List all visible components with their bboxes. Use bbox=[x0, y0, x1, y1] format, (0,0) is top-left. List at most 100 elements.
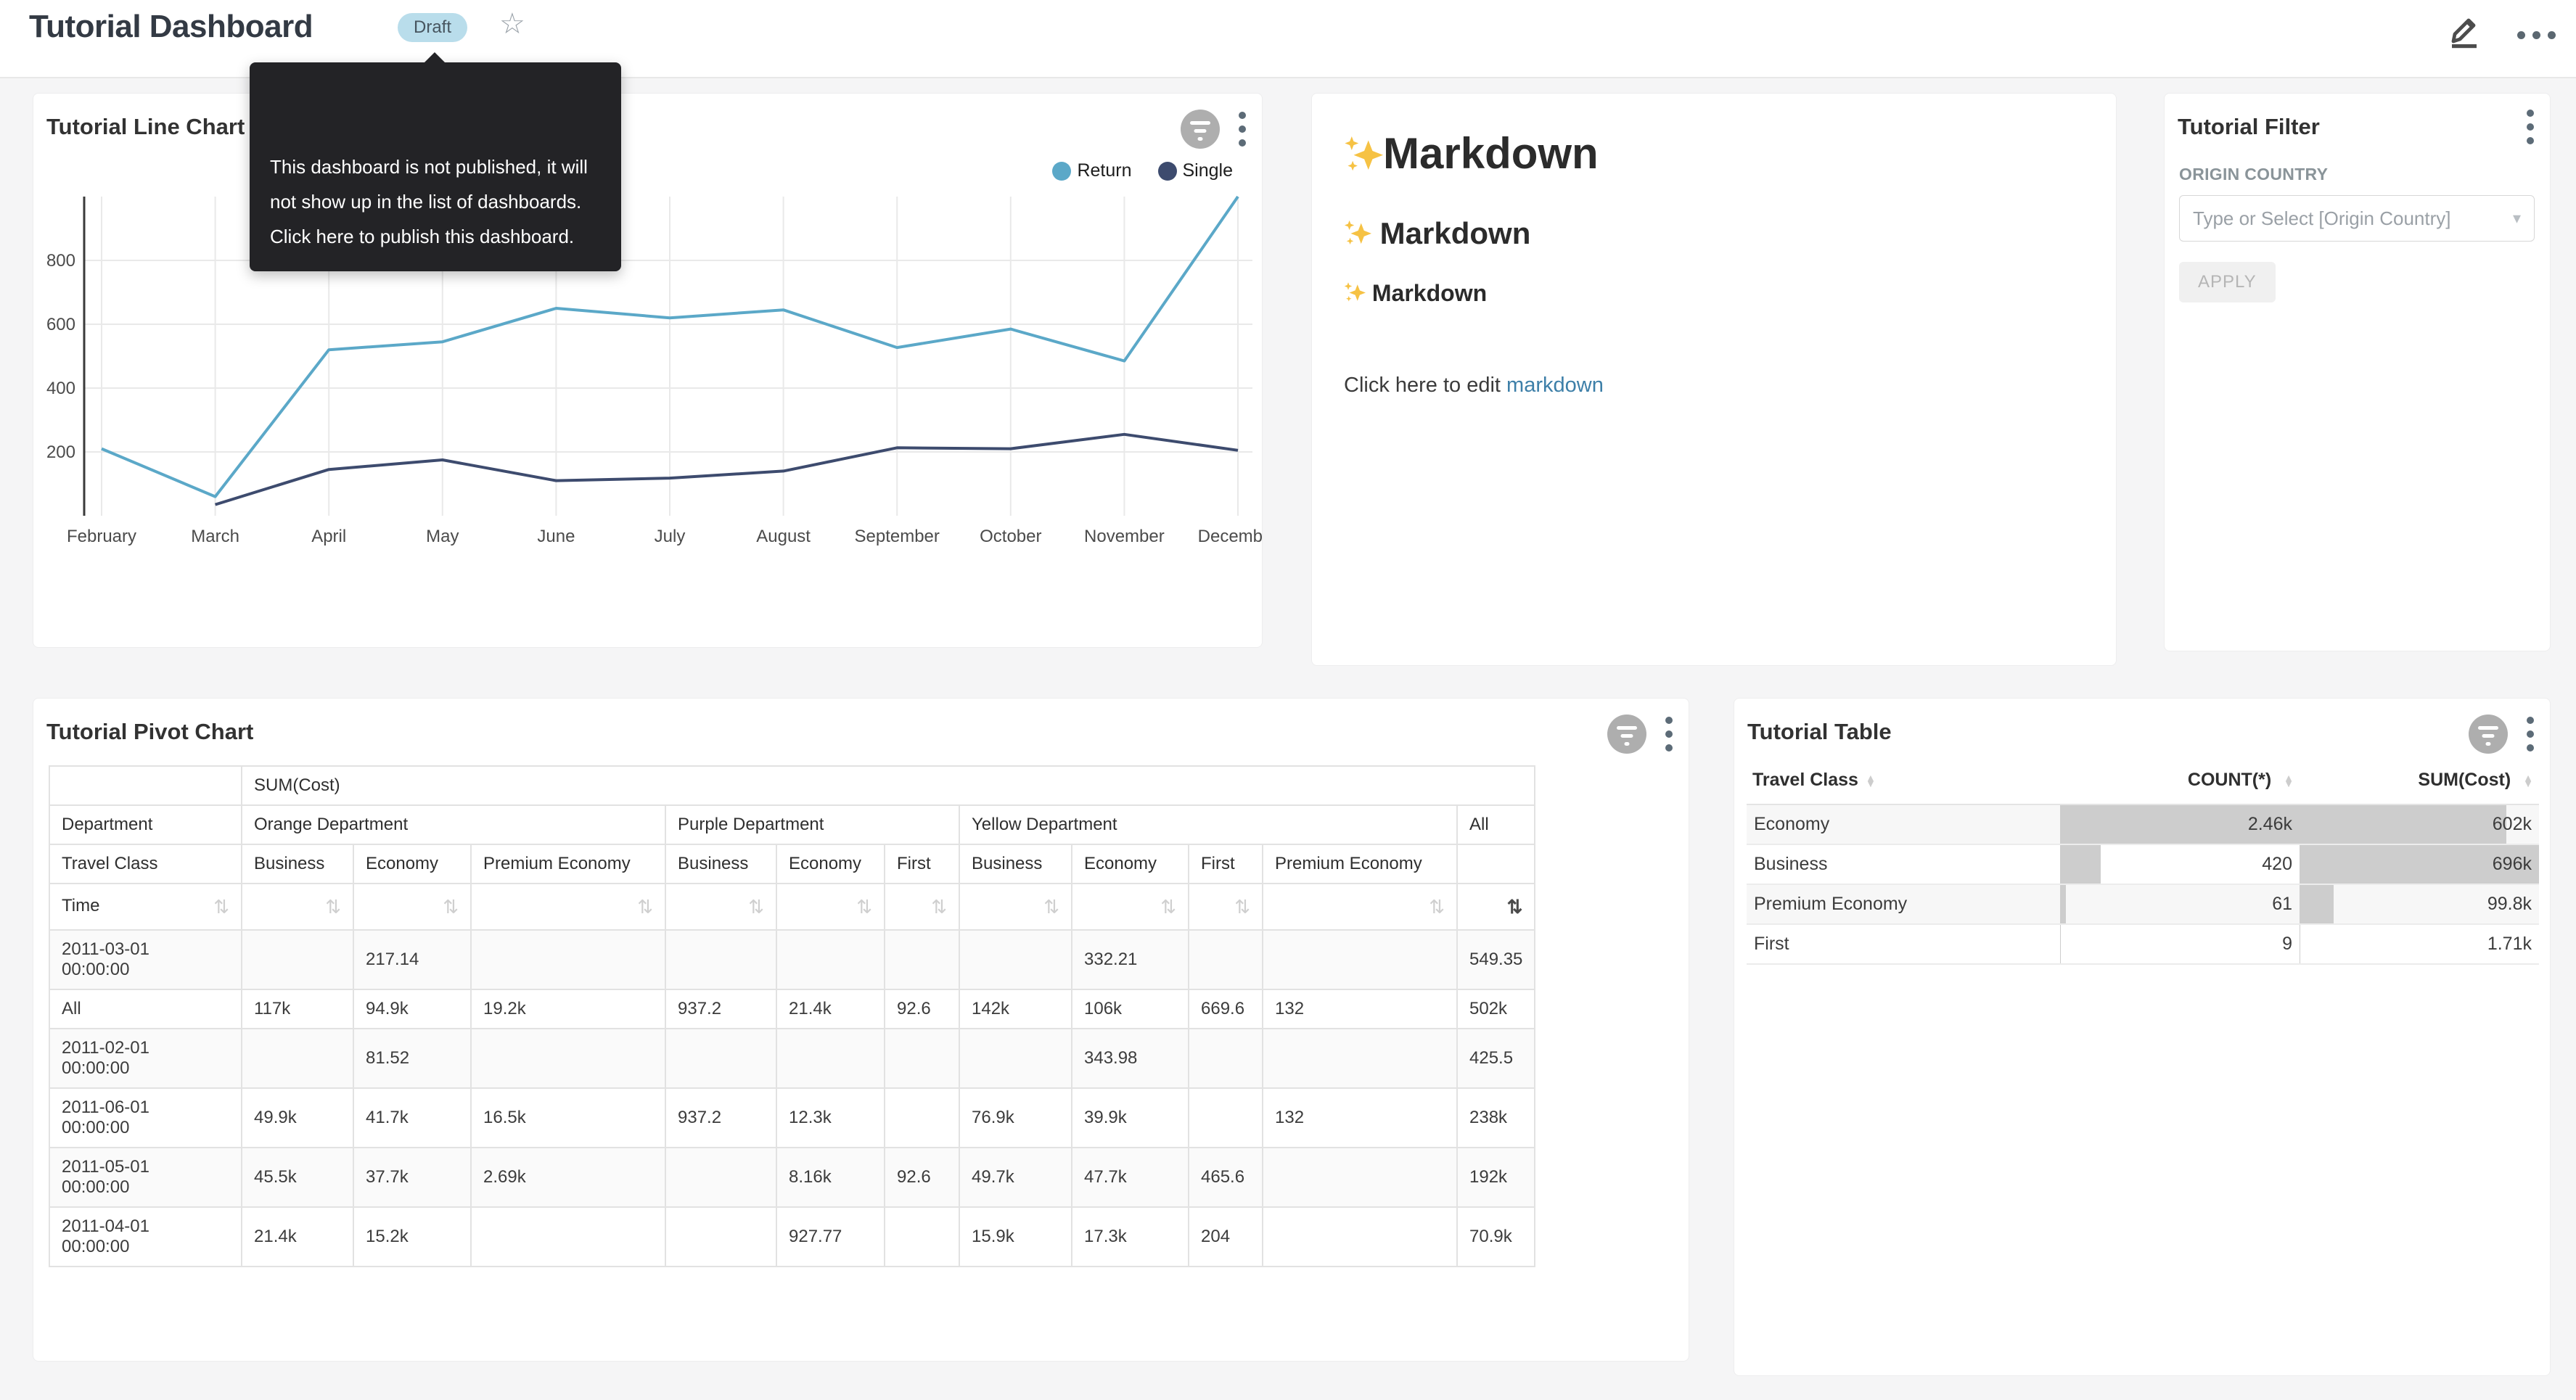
pivot-value-cell[interactable]: 41.7k bbox=[353, 1088, 471, 1148]
pivot-value-cell[interactable]: 12.3k bbox=[776, 1088, 885, 1148]
line-chart-plot[interactable]: 200 400 600 800FebruaryMarchAprilMayJune… bbox=[33, 181, 1262, 647]
pivot-all-cell[interactable]: 238k bbox=[1457, 1088, 1535, 1148]
apply-button[interactable]: APPLY bbox=[2179, 262, 2276, 302]
pivot-value-cell[interactable] bbox=[471, 1029, 665, 1088]
pivot-time-cell[interactable]: All bbox=[49, 989, 242, 1029]
pivot-value-cell[interactable] bbox=[665, 930, 776, 989]
cross-filter-icon[interactable] bbox=[2469, 715, 2508, 754]
pivot-value-cell[interactable]: 117k bbox=[242, 989, 353, 1029]
pivot-value-cell[interactable]: 16.5k bbox=[471, 1088, 665, 1148]
col-sum[interactable]: SUM(Cost) ▲▼ bbox=[2300, 759, 2539, 804]
sort-icon[interactable]: ⇅ bbox=[1429, 896, 1445, 918]
pivot-value-cell[interactable] bbox=[1263, 1029, 1457, 1088]
publish-tooltip[interactable]: This dashboard is not published, it will… bbox=[250, 62, 621, 271]
sort-icon[interactable]: ⇅ bbox=[443, 896, 459, 918]
pivot-value-cell[interactable]: 937.2 bbox=[665, 989, 776, 1029]
pivot-value-cell[interactable]: 8.16k bbox=[776, 1148, 885, 1207]
pivot-value-cell[interactable]: 106k bbox=[1072, 989, 1189, 1029]
pivot-time-cell[interactable]: 2011-02-01 00:00:00 bbox=[49, 1029, 242, 1088]
chart-menu-icon[interactable] bbox=[1239, 112, 1246, 147]
pivot-value-cell[interactable]: 49.9k bbox=[242, 1088, 353, 1148]
sort-icon[interactable]: ▲▼ bbox=[2523, 775, 2533, 787]
pivot-value-cell[interactable]: 19.2k bbox=[471, 989, 665, 1029]
pivot-value-cell[interactable] bbox=[1263, 930, 1457, 989]
pivot-value-cell[interactable]: 204 bbox=[1189, 1207, 1263, 1267]
pivot-time-cell[interactable]: 2011-06-01 00:00:00 bbox=[49, 1088, 242, 1148]
pivot-value-cell[interactable] bbox=[242, 930, 353, 989]
pivot-value-cell[interactable] bbox=[885, 930, 959, 989]
pivot-all-cell[interactable]: 425.5 bbox=[1457, 1029, 1535, 1088]
pivot-value-cell[interactable]: 937.2 bbox=[665, 1088, 776, 1148]
pivot-value-cell[interactable]: 49.7k bbox=[959, 1148, 1072, 1207]
pivot-value-cell[interactable]: 465.6 bbox=[1189, 1148, 1263, 1207]
pivot-time-cell[interactable]: 2011-05-01 00:00:00 bbox=[49, 1148, 242, 1207]
pivot-time-cell[interactable]: 2011-04-01 00:00:00 bbox=[49, 1207, 242, 1267]
pivot-value-cell[interactable] bbox=[1263, 1207, 1457, 1267]
pivot-value-cell[interactable]: 132 bbox=[1263, 1088, 1457, 1148]
edit-markdown-link[interactable]: markdown bbox=[1506, 374, 1604, 397]
pivot-value-cell[interactable]: 132 bbox=[1263, 989, 1457, 1029]
pivot-all-cell[interactable]: 70.9k bbox=[1457, 1207, 1535, 1267]
pivot-value-cell[interactable] bbox=[471, 930, 665, 989]
pivot-all-cell[interactable]: 502k bbox=[1457, 989, 1535, 1029]
cross-filter-icon[interactable] bbox=[1181, 110, 1220, 149]
sort-icon[interactable]: ⇅ bbox=[1043, 896, 1059, 918]
more-actions-icon[interactable] bbox=[2517, 21, 2556, 39]
pivot-value-cell[interactable]: 332.21 bbox=[1072, 930, 1189, 989]
sort-icon[interactable]: ⇅ bbox=[213, 896, 229, 918]
pivot-value-cell[interactable] bbox=[1189, 930, 1263, 989]
pivot-value-cell[interactable]: 94.9k bbox=[353, 989, 471, 1029]
pivot-value-cell[interactable]: 21.4k bbox=[242, 1207, 353, 1267]
pivot-value-cell[interactable]: 669.6 bbox=[1189, 989, 1263, 1029]
chart-menu-icon[interactable] bbox=[1665, 717, 1673, 752]
pivot-all-cell[interactable]: 549.35 bbox=[1457, 930, 1535, 989]
cross-filter-icon[interactable] bbox=[1607, 715, 1646, 754]
legend-item-return[interactable]: Return bbox=[1052, 160, 1131, 181]
time-header[interactable]: Time ⇅ bbox=[49, 884, 242, 930]
sort-icon[interactable]: ⇅ bbox=[748, 896, 764, 918]
chart-menu-icon[interactable] bbox=[2527, 110, 2534, 144]
sort-icon[interactable]: ⇅ bbox=[931, 896, 947, 918]
pivot-value-cell[interactable] bbox=[242, 1029, 353, 1088]
chart-menu-icon[interactable] bbox=[2527, 717, 2534, 752]
pivot-value-cell[interactable]: 21.4k bbox=[776, 989, 885, 1029]
pivot-value-cell[interactable]: 927.77 bbox=[776, 1207, 885, 1267]
series-single-line[interactable] bbox=[216, 435, 1238, 505]
pivot-value-cell[interactable]: 92.6 bbox=[885, 989, 959, 1029]
pivot-value-cell[interactable] bbox=[885, 1029, 959, 1088]
pivot-value-cell[interactable]: 217.14 bbox=[353, 930, 471, 989]
sort-icon[interactable]: ▲▼ bbox=[1866, 775, 1876, 787]
pivot-value-cell[interactable] bbox=[1189, 1088, 1263, 1148]
legend-item-single[interactable]: Single bbox=[1158, 160, 1234, 181]
sort-icon[interactable]: ▲▼ bbox=[2284, 775, 2294, 787]
pivot-value-cell[interactable]: 17.3k bbox=[1072, 1207, 1189, 1267]
pivot-value-cell[interactable] bbox=[471, 1207, 665, 1267]
pivot-value-cell[interactable]: 45.5k bbox=[242, 1148, 353, 1207]
pivot-value-cell[interactable] bbox=[885, 1088, 959, 1148]
pivot-value-cell[interactable]: 15.2k bbox=[353, 1207, 471, 1267]
sort-icon[interactable]: ⇅ bbox=[1234, 896, 1250, 918]
pivot-value-cell[interactable] bbox=[776, 1029, 885, 1088]
pivot-value-cell[interactable]: 47.7k bbox=[1072, 1148, 1189, 1207]
pivot-value-cell[interactable]: 39.9k bbox=[1072, 1088, 1189, 1148]
table-row[interactable]: Economy 2.46k 602k bbox=[1747, 804, 2539, 844]
pivot-value-cell[interactable] bbox=[959, 1029, 1072, 1088]
favorite-star-icon[interactable]: ☆ bbox=[499, 7, 525, 41]
sort-icon[interactable]: ⇅ bbox=[325, 896, 341, 918]
pivot-value-cell[interactable] bbox=[665, 1207, 776, 1267]
sort-icon[interactable]: ⇅ bbox=[856, 896, 872, 918]
pivot-value-cell[interactable] bbox=[959, 930, 1072, 989]
table-row[interactable]: Business 420 696k bbox=[1747, 844, 2539, 884]
pivot-value-cell[interactable]: 81.52 bbox=[353, 1029, 471, 1088]
col-count[interactable]: COUNT(*) ▲▼ bbox=[2060, 759, 2300, 804]
pivot-value-cell[interactable]: 15.9k bbox=[959, 1207, 1072, 1267]
origin-country-select[interactable]: Type or Select [Origin Country] ▾ bbox=[2179, 195, 2535, 242]
pivot-value-cell[interactable] bbox=[1263, 1148, 1457, 1207]
pivot-value-cell[interactable] bbox=[885, 1207, 959, 1267]
pivot-value-cell[interactable]: 142k bbox=[959, 989, 1072, 1029]
sort-icon[interactable]: ⇅ bbox=[1507, 896, 1523, 918]
pivot-value-cell[interactable]: 2.69k bbox=[471, 1148, 665, 1207]
pivot-value-cell[interactable]: 92.6 bbox=[885, 1148, 959, 1207]
pivot-value-cell[interactable] bbox=[776, 930, 885, 989]
pivot-value-cell[interactable] bbox=[665, 1148, 776, 1207]
